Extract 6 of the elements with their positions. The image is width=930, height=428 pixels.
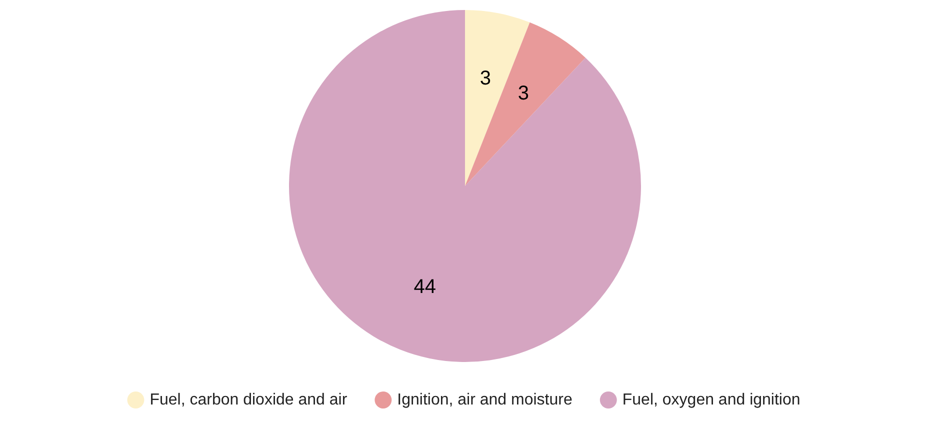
data-label: 3 — [480, 67, 492, 90]
legend-label: Fuel, carbon dioxide and air — [150, 391, 348, 408]
legend-label: Fuel, oxygen and ignition — [622, 391, 800, 408]
data-label: 44 — [414, 276, 436, 298]
data-label: 3 — [518, 82, 530, 104]
legend-label: Ignition, air and moisture — [397, 391, 572, 408]
